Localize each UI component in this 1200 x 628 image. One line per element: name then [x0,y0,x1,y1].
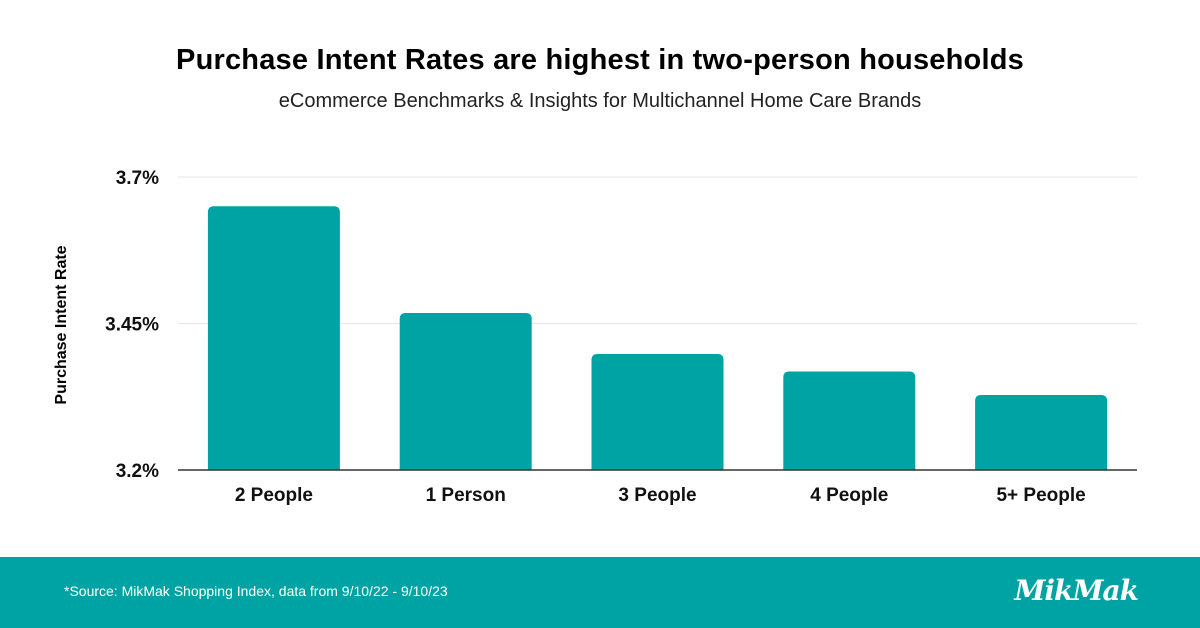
chart-subtitle: eCommerce Benchmarks & Insights for Mult… [278,90,922,112]
source-note: *Source: MikMak Shopping Index, data fro… [64,583,448,599]
y-tick-label: 3.2% [116,461,159,482]
x-tick-label: 4 People [810,485,888,506]
bar [399,312,532,470]
bar [591,353,724,470]
y-tick-label: 3.7% [116,168,159,189]
footer-bar: *Source: MikMak Shopping Index, data fro… [0,557,1200,628]
x-tick-label: 5+ People [996,485,1085,506]
bar [975,394,1108,470]
x-tick-label: 1 Person [426,485,506,506]
bar [783,371,916,470]
chart-title: Purchase Intent Rates are highest in two… [176,44,1024,76]
y-axis-label: Purchase Intent Rate [53,245,70,405]
bar [207,206,340,471]
mikmak-logo: MikMak [1014,574,1139,607]
x-tick-label: 2 People [235,485,313,506]
x-tick-label: 3 People [618,485,696,506]
y-tick-label: 3.45% [105,315,159,336]
bar-chart: 3.2% 3.45% 3.7% 2 People 1 Person 3 People 4 P… [105,168,1137,506]
